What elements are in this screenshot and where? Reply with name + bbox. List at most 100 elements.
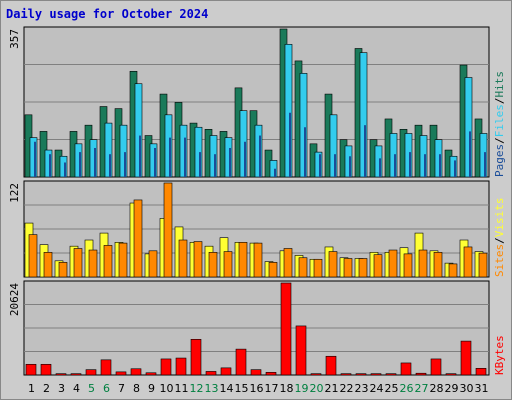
bar-files-day-26 [404, 133, 413, 178]
x-tick-label-day-18: 18 [280, 382, 294, 395]
bar-sites-day-7 [118, 242, 128, 278]
x-tick-label-day-30: 30 [460, 382, 474, 395]
bar-files-day-29 [449, 155, 458, 178]
bar-pages-day-23 [364, 125, 366, 177]
bar-sites-day-28 [433, 252, 443, 278]
x-tick-label-day-23: 23 [355, 382, 369, 395]
chart-title: Daily usage for October 2024 [6, 7, 209, 21]
bar-files-day-9 [149, 143, 158, 178]
bar-files-day-17 [269, 160, 278, 178]
bar-files-day-30 [464, 77, 473, 178]
x-tick-label-day-6: 6 [103, 382, 110, 395]
bar-pages-day-5 [94, 147, 96, 177]
bar-kbytes-day-14 [220, 367, 232, 376]
legend-entry-visits-sites-1: / [493, 237, 506, 244]
bar-kbytes-day-30 [460, 340, 472, 376]
bar-files-day-10 [164, 114, 173, 178]
bar-pages-day-22 [349, 156, 351, 177]
bar-sites-day-31 [478, 252, 488, 278]
bar-sites-day-22 [343, 258, 353, 278]
bar-sites-day-24 [373, 254, 383, 278]
bar-sites-day-14 [223, 251, 233, 278]
bar-pages-day-25 [394, 154, 396, 177]
bar-files-day-21 [329, 114, 338, 178]
bar-kbytes-day-16 [250, 369, 262, 376]
bar-files-day-24 [374, 145, 383, 178]
bar-kbytes-day-2 [40, 363, 52, 376]
bar-sites-day-16 [253, 242, 263, 278]
bar-pages-day-24 [379, 158, 381, 177]
x-tick-label-day-8: 8 [133, 382, 140, 395]
bar-kbytes-day-29 [445, 373, 457, 376]
x-tick-label-day-10: 10 [160, 382, 174, 395]
bar-files-day-12 [194, 126, 203, 178]
legend-entry-visits-sites-2: Visits [493, 198, 506, 238]
bar-sites-day-25 [388, 249, 398, 278]
bar-files-day-6 [104, 122, 113, 178]
bar-kbytes-day-23 [355, 373, 367, 376]
bar-kbytes-day-1 [25, 363, 37, 376]
bar-kbytes-day-3 [55, 373, 67, 376]
x-tick-label-day-2: 2 [43, 382, 50, 395]
x-tick-label-day-1: 1 [28, 382, 35, 395]
x-tick-label-day-13: 13 [205, 382, 219, 395]
bar-pages-day-15 [244, 141, 246, 177]
bar-pages-day-4 [79, 152, 81, 177]
bar-sites-day-8 [133, 199, 143, 278]
x-tick-label-day-21: 21 [325, 382, 339, 395]
bar-files-day-7 [119, 124, 128, 178]
bar-pages-day-26 [409, 152, 411, 177]
bar-pages-day-31 [484, 152, 486, 177]
bar-pages-day-13 [214, 154, 216, 177]
x-tick-label-day-16: 16 [250, 382, 264, 395]
bar-kbytes-day-7 [115, 371, 127, 376]
x-tick-label-day-9: 9 [148, 382, 155, 395]
bar-pages-day-2 [49, 154, 51, 177]
x-tick-label-day-31: 31 [475, 382, 489, 395]
bar-kbytes-day-27 [415, 372, 427, 376]
bar-sites-day-30 [463, 246, 473, 278]
x-tick-label-day-29: 29 [445, 382, 459, 395]
x-tick-label-day-7: 7 [118, 382, 125, 395]
bar-sites-day-26 [403, 253, 413, 278]
bar-files-day-16 [254, 124, 263, 178]
legend-visits-sites: Sites/Visits [493, 198, 506, 278]
bar-files-day-5 [89, 139, 98, 178]
bar-files-day-20 [314, 151, 323, 178]
bar-pages-day-1 [34, 141, 36, 177]
bar-kbytes-day-11 [175, 357, 187, 376]
bar-sites-day-19 [298, 257, 308, 278]
bar-kbytes-day-19 [295, 325, 307, 376]
bar-sites-day-4 [73, 248, 83, 278]
bar-sites-day-29 [448, 263, 458, 278]
bar-kbytes-day-18 [280, 282, 292, 376]
bar-pages-day-8 [139, 135, 141, 177]
bar-files-day-4 [74, 143, 83, 178]
bar-kbytes-day-12 [190, 339, 202, 376]
legend-entry-hits-files-pages-2: Files [493, 104, 506, 137]
bar-pages-day-27 [424, 154, 426, 177]
bar-files-day-15 [239, 110, 248, 178]
x-tick-label-day-5: 5 [88, 382, 95, 395]
bar-sites-day-21 [328, 251, 338, 278]
bar-files-day-13 [209, 135, 218, 178]
bar-files-day-1 [29, 137, 38, 178]
ymax-label-visits-sites: 122 [8, 183, 21, 203]
legend-hits-files-pages: Pages/Files/Hits [493, 71, 506, 177]
bar-sites-day-23 [358, 258, 368, 278]
bar-kbytes-day-9 [145, 372, 157, 376]
bar-files-day-19 [299, 73, 308, 178]
bar-sites-day-13 [208, 252, 218, 278]
x-tick-label-day-3: 3 [58, 382, 65, 395]
legend-entry-hits-files-pages-0: Pages [493, 144, 506, 177]
bar-sites-day-10 [163, 182, 173, 278]
bar-pages-day-20 [319, 154, 321, 177]
bar-files-day-14 [224, 137, 233, 178]
bar-pages-day-29 [454, 160, 456, 177]
bar-kbytes-day-13 [205, 371, 217, 376]
bar-sites-day-11 [178, 239, 188, 278]
x-tick-label-day-20: 20 [310, 382, 324, 395]
bar-pages-day-19 [304, 127, 306, 177]
legend-entry-hits-files-pages-3: / [493, 98, 506, 105]
